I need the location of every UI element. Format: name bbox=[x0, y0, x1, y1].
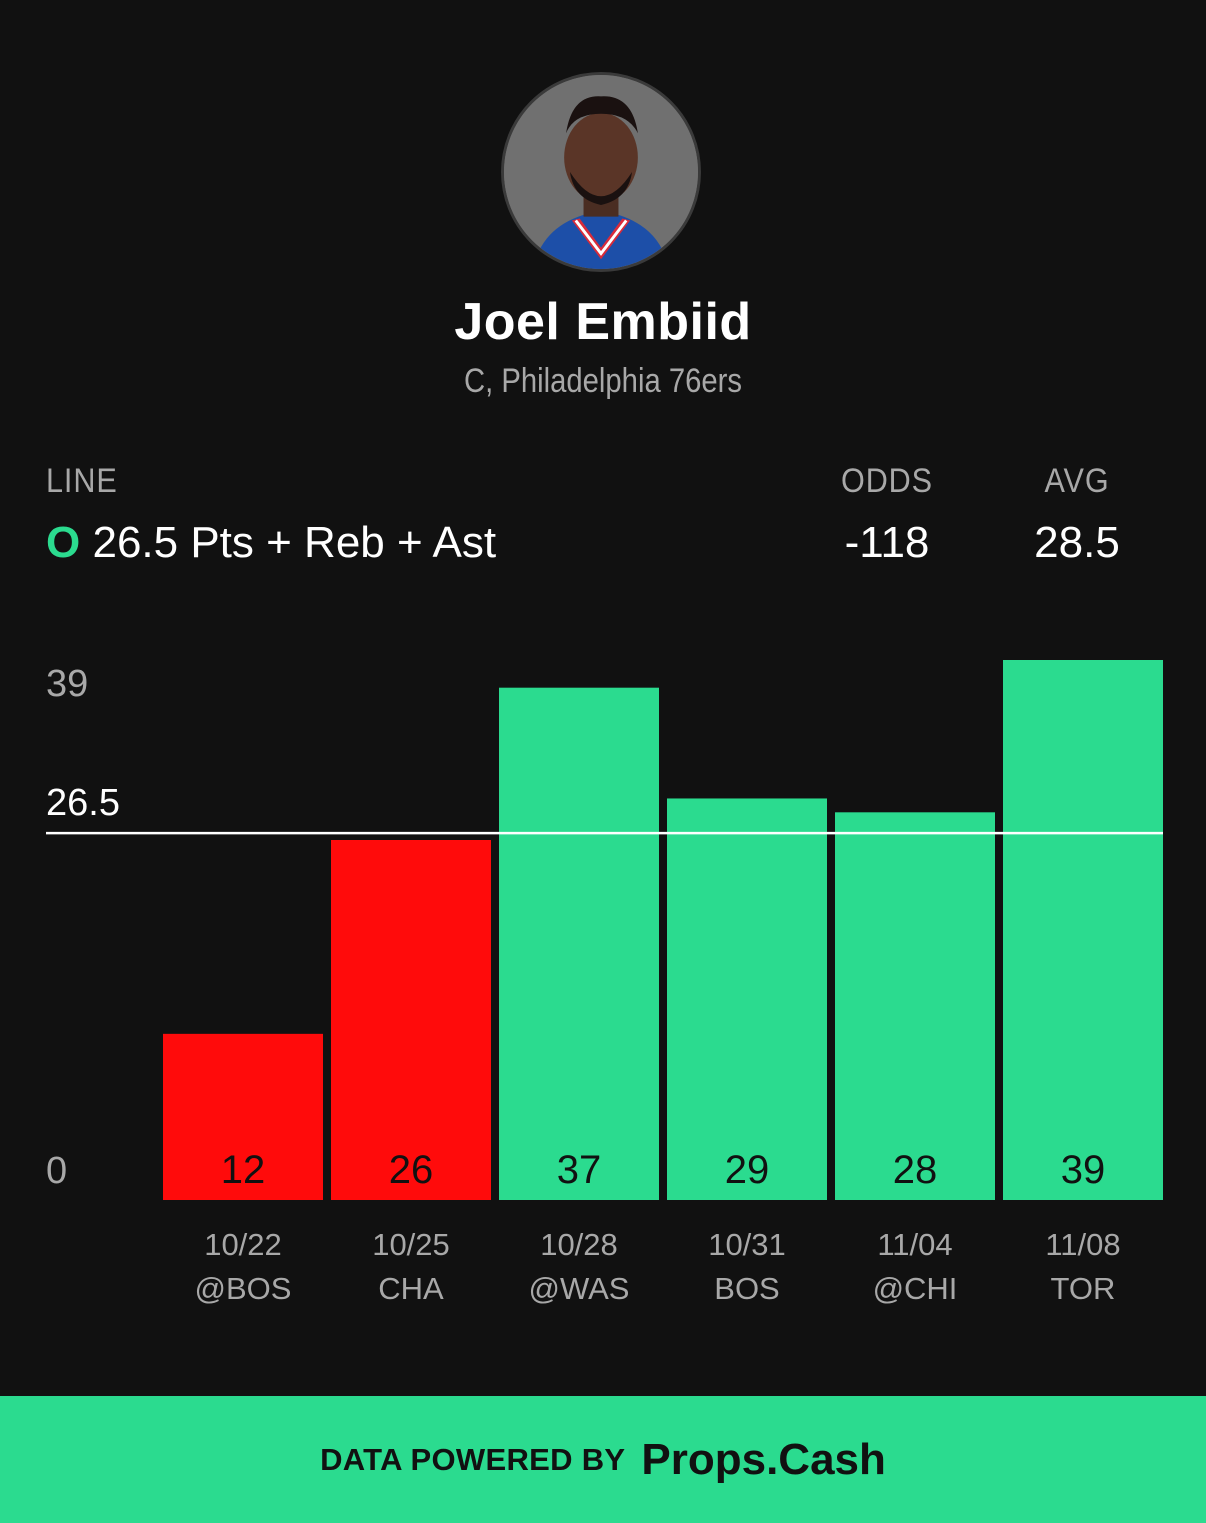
over-indicator: O bbox=[46, 518, 81, 567]
y-tick-label: 0 bbox=[46, 1150, 67, 1192]
player-name: Joel Embiid bbox=[454, 293, 752, 351]
line-text: 26.5 Pts + Reb + Ast bbox=[92, 518, 497, 567]
game-log-chart: 12 10/22 @BOS 26 10/25 CHA 37 10/28 @WAS 29 10/31 B… bbox=[46, 660, 1163, 1306]
x-tick-date: 10/31 bbox=[708, 1227, 786, 1262]
bar-value-label: 29 bbox=[725, 1148, 770, 1192]
player-position-team: C, Philadelphia 76ers bbox=[464, 362, 742, 400]
player-portrait-icon bbox=[504, 75, 698, 269]
bar-5 bbox=[1003, 660, 1163, 1200]
bar-1 bbox=[331, 840, 491, 1200]
line-value: O 26.5 Pts + Reb + Ast bbox=[46, 518, 496, 568]
bar-value-label: 26 bbox=[389, 1148, 434, 1192]
y-tick-label: 39 bbox=[46, 663, 88, 705]
bar-2 bbox=[499, 687, 659, 1200]
odds-header: ODDS bbox=[840, 462, 933, 500]
bar-3 bbox=[667, 798, 827, 1200]
bar-0 bbox=[163, 1033, 323, 1200]
line-header: LINE bbox=[46, 462, 118, 500]
avg-header: AVG bbox=[1044, 462, 1110, 500]
x-tick-date: 10/22 bbox=[204, 1227, 282, 1262]
x-tick-opponent: BOS bbox=[714, 1271, 779, 1306]
footer-banner: DATA POWERED BY Props.Cash bbox=[0, 1396, 1206, 1523]
bar-4 bbox=[835, 812, 995, 1200]
powered-by-text: DATA POWERED BY bbox=[320, 1441, 626, 1477]
bar-value-label: 39 bbox=[1061, 1148, 1106, 1192]
bar-value-label: 37 bbox=[557, 1148, 602, 1192]
bar-value-label: 28 bbox=[893, 1148, 938, 1192]
player-avatar bbox=[501, 72, 701, 272]
x-tick-date: 11/08 bbox=[1045, 1227, 1120, 1262]
bar-value-label: 12 bbox=[221, 1148, 266, 1192]
odds-value: -118 bbox=[844, 518, 930, 567]
x-tick-date: 10/28 bbox=[540, 1227, 618, 1262]
y-tick-label: 26.5 bbox=[46, 782, 120, 824]
x-tick-opponent: @CHI bbox=[873, 1271, 958, 1306]
x-tick-date: 11/04 bbox=[877, 1227, 952, 1262]
x-tick-opponent: TOR bbox=[1051, 1271, 1116, 1306]
avg-value: 28.5 bbox=[1034, 518, 1120, 567]
x-tick-date: 10/25 bbox=[372, 1227, 450, 1262]
x-tick-opponent: @BOS bbox=[195, 1271, 292, 1306]
x-tick-opponent: CHA bbox=[378, 1271, 444, 1306]
brand-logo-text: Props.Cash bbox=[641, 1434, 886, 1484]
x-tick-opponent: @WAS bbox=[529, 1271, 630, 1306]
